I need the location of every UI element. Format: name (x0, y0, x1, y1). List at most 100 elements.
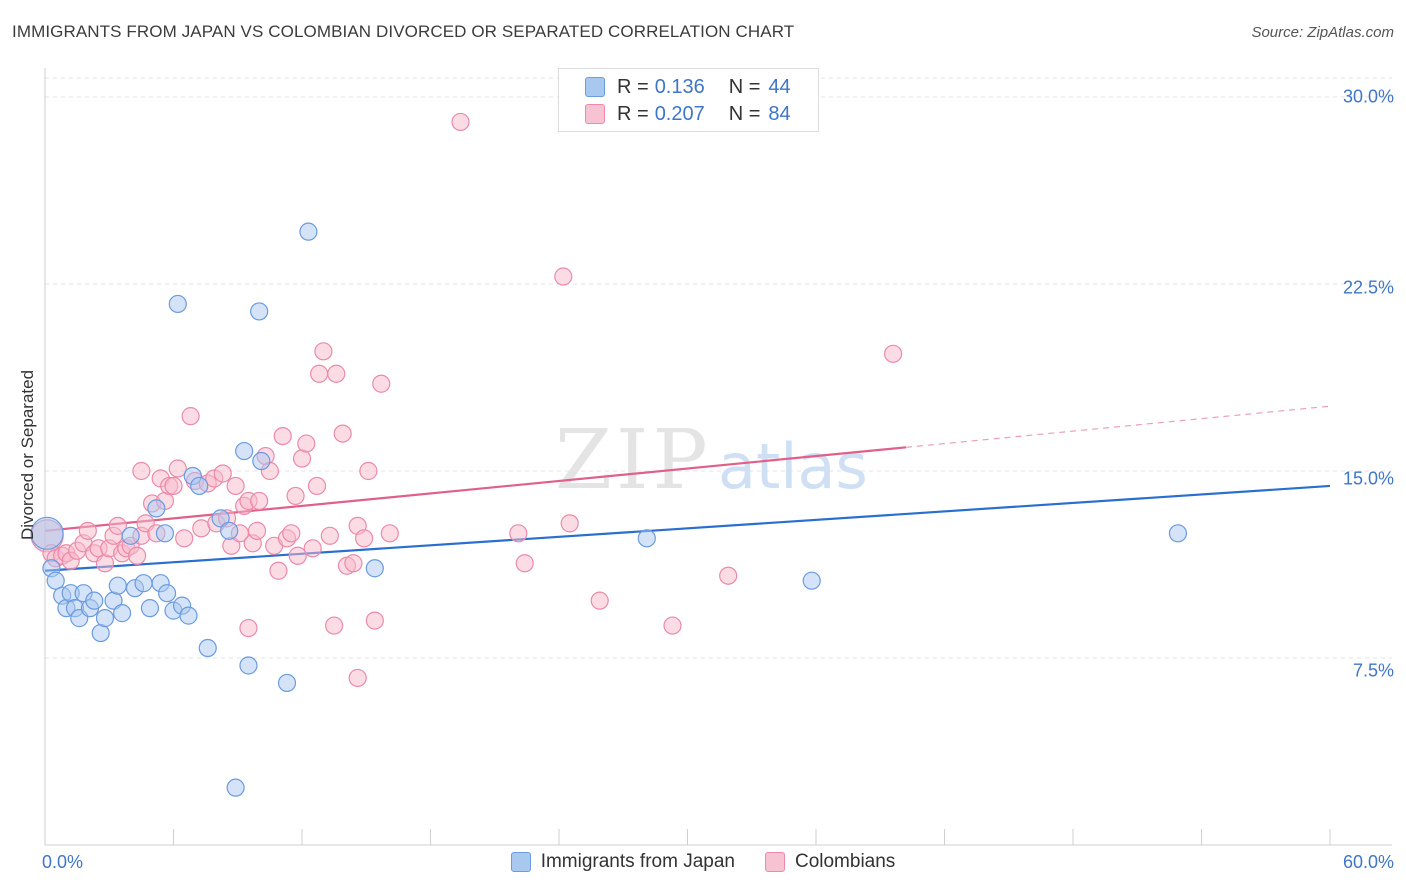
colombians-point (307, 476, 327, 496)
colombians-point (226, 476, 245, 496)
colombians-point (269, 561, 288, 580)
y-axis-label: Divorced or Separated (18, 369, 37, 541)
colombians-point (95, 554, 115, 573)
trend-line (44, 484, 1331, 572)
japan-point (46, 571, 65, 590)
japan-point (250, 302, 269, 321)
japan-point (134, 574, 153, 593)
colombians-point (168, 459, 187, 478)
x-tick-label-max: 60.0% (1342, 852, 1394, 872)
colombians-point (288, 546, 307, 565)
r-label: R = (617, 102, 649, 125)
axes (44, 68, 1392, 846)
japan-point (155, 524, 175, 543)
japan-point (140, 599, 160, 618)
y-tick-label: 30.0% (1342, 86, 1394, 107)
n-label: N = (728, 75, 761, 98)
colombians-point (327, 364, 346, 383)
r-value: 0.136 (654, 75, 705, 98)
colombians-point (883, 344, 903, 363)
colombians-point (314, 342, 333, 361)
japan-point (252, 451, 271, 471)
colombians-point (372, 374, 391, 393)
colombians-point (239, 618, 258, 638)
japan-point (239, 656, 258, 675)
colombians-point (292, 449, 312, 468)
japan-point (226, 778, 245, 797)
japan-point (299, 222, 318, 241)
legend-swatch-blue (510, 852, 531, 872)
japan-point (179, 606, 198, 625)
colombians-point (509, 524, 528, 543)
japan-point (112, 604, 132, 623)
colombians-point (164, 476, 183, 496)
series-legend: Immigrants from Japan Colombians (0, 851, 1406, 873)
colombians-point (365, 611, 384, 630)
colombians-point (325, 616, 344, 635)
japan-point (235, 441, 254, 461)
colombians-point (590, 591, 609, 610)
japan-point (211, 509, 230, 528)
colombians-point (359, 461, 378, 481)
colombians-point (320, 526, 339, 545)
trend-lines (44, 405, 1331, 572)
japan-point (95, 609, 115, 628)
watermark-zip: ZIP (555, 413, 712, 508)
colombians-point (250, 491, 269, 511)
japan-point (1168, 524, 1188, 543)
japan-point (85, 591, 104, 610)
legend-row-colombians: R = 0.207 N = 84 (585, 102, 791, 126)
colombians-point (344, 554, 363, 573)
trend-line-solid (44, 446, 907, 532)
colombians-point (451, 112, 470, 132)
source-label: Source: ZipAtlas.com (1251, 24, 1394, 41)
colombians-point (355, 529, 374, 548)
colombians-point (380, 524, 399, 543)
y-tick-label: 22.5% (1342, 277, 1394, 298)
colombians-point (310, 364, 329, 383)
n-value: 84 (768, 102, 791, 125)
japan-points (30, 222, 1188, 797)
colombians-point (297, 434, 316, 453)
r-value: 0.207 (654, 102, 705, 125)
legend-swatch-pink (764, 852, 785, 872)
grid-lines (45, 77, 1392, 659)
japan-point (121, 526, 140, 545)
colombians-point (554, 267, 573, 286)
legend-row-japan: R = 0.136 N = 44 (585, 75, 791, 99)
japan-point (802, 571, 821, 590)
colombians-point (286, 486, 305, 506)
colombians-point (78, 521, 97, 540)
japan-point (157, 584, 177, 603)
colombians-point (515, 554, 534, 573)
legend-swatch-blue (585, 77, 605, 97)
y-tick-label: 7.5% (1352, 660, 1394, 681)
colombians-point (348, 668, 367, 688)
japan-point (147, 499, 166, 518)
legend-label-colombians: Colombians (794, 851, 896, 872)
colombians-point (719, 566, 738, 585)
colombians-point (560, 514, 579, 533)
legend-item-japan[interactable]: Immigrants from Japan (510, 851, 735, 873)
japan-point (91, 623, 110, 643)
colombians-point (282, 524, 301, 543)
stats-legend: R = 0.136 N = 44 R = 0.207 N = 84 (558, 68, 819, 132)
trend-line-dashed (905, 405, 1331, 448)
colombians-point (333, 424, 352, 443)
colombians-point (247, 521, 267, 540)
japan-point (220, 521, 239, 540)
colombians-point (108, 516, 127, 535)
colombians-point (303, 539, 322, 558)
legend-label-japan: Immigrants from Japan (540, 851, 735, 872)
japan-point (30, 516, 64, 550)
x-tick-label-min: 0.0% (42, 852, 84, 872)
japan-point (637, 529, 656, 548)
n-value: 44 (768, 75, 791, 98)
colombians-point (663, 616, 682, 635)
colombians-point (213, 464, 232, 483)
japan-point (277, 673, 297, 693)
japan-point (108, 576, 127, 595)
legend-item-colombians[interactable]: Colombians (764, 851, 896, 873)
n-label: N = (728, 102, 761, 125)
colombians-point (181, 407, 200, 426)
